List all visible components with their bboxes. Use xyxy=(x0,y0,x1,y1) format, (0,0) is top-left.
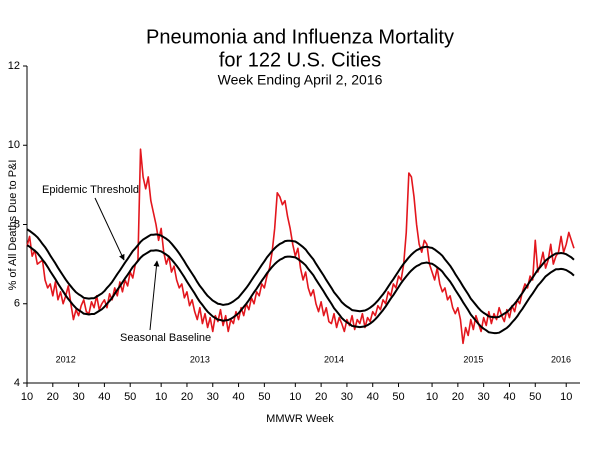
x-tick-label: 50 xyxy=(258,391,270,403)
y-tick-label: 10 xyxy=(8,139,20,151)
year-label: 2016 xyxy=(551,354,571,364)
chart-title: Pneumonia and Influenza Mortality xyxy=(146,26,454,48)
chart-title: for 122 U.S. Cities xyxy=(219,49,381,71)
annotation: Epidemic Threshold xyxy=(42,184,139,196)
year-label: 2012 xyxy=(56,354,76,364)
series-line xyxy=(26,244,575,335)
x-tick-label: 50 xyxy=(392,391,404,403)
series-line xyxy=(26,228,575,319)
y-tick-label: 4 xyxy=(14,377,20,389)
x-tick-label: 20 xyxy=(47,391,59,403)
y-axis-label: % of All Deaths Due to P&I xyxy=(7,160,19,291)
x-tick-label: 50 xyxy=(529,391,541,403)
y-tick-label: 6 xyxy=(14,298,20,310)
x-tick-label: 20 xyxy=(315,391,327,403)
x-tick-label: 30 xyxy=(72,391,84,403)
x-tick-label: 20 xyxy=(181,391,193,403)
series-line xyxy=(26,148,575,345)
x-tick-label: 10 xyxy=(560,391,572,403)
x-tick-label: 10 xyxy=(426,391,438,403)
annotation: Seasonal Baseline xyxy=(120,332,211,344)
y-tick-label: 12 xyxy=(8,60,20,72)
x-axis-label: MMWR Week xyxy=(266,413,334,425)
x-tick-label: 50 xyxy=(124,391,136,403)
annotation-arrow xyxy=(94,197,125,261)
year-label: 2015 xyxy=(463,354,483,364)
x-tick-label: 40 xyxy=(98,391,110,403)
annotation-arrow xyxy=(149,260,160,331)
y-tick-label: 8 xyxy=(14,218,20,230)
x-tick-label: 10 xyxy=(289,391,301,403)
x-tick-label: 30 xyxy=(478,391,490,403)
x-tick-label: 40 xyxy=(367,391,379,403)
x-tick-label: 30 xyxy=(207,391,219,403)
x-tick-label: 10 xyxy=(155,391,167,403)
x-tick-label: 30 xyxy=(341,391,353,403)
x-tick-label: 10 xyxy=(21,391,33,403)
x-tick-label: 20 xyxy=(452,391,464,403)
x-tick-label: 40 xyxy=(232,391,244,403)
year-label: 2014 xyxy=(324,354,344,364)
chart-subtitle: Week Ending April 2, 2016 xyxy=(218,72,383,88)
year-label: 2013 xyxy=(190,354,210,364)
x-tick-label: 40 xyxy=(503,391,515,403)
